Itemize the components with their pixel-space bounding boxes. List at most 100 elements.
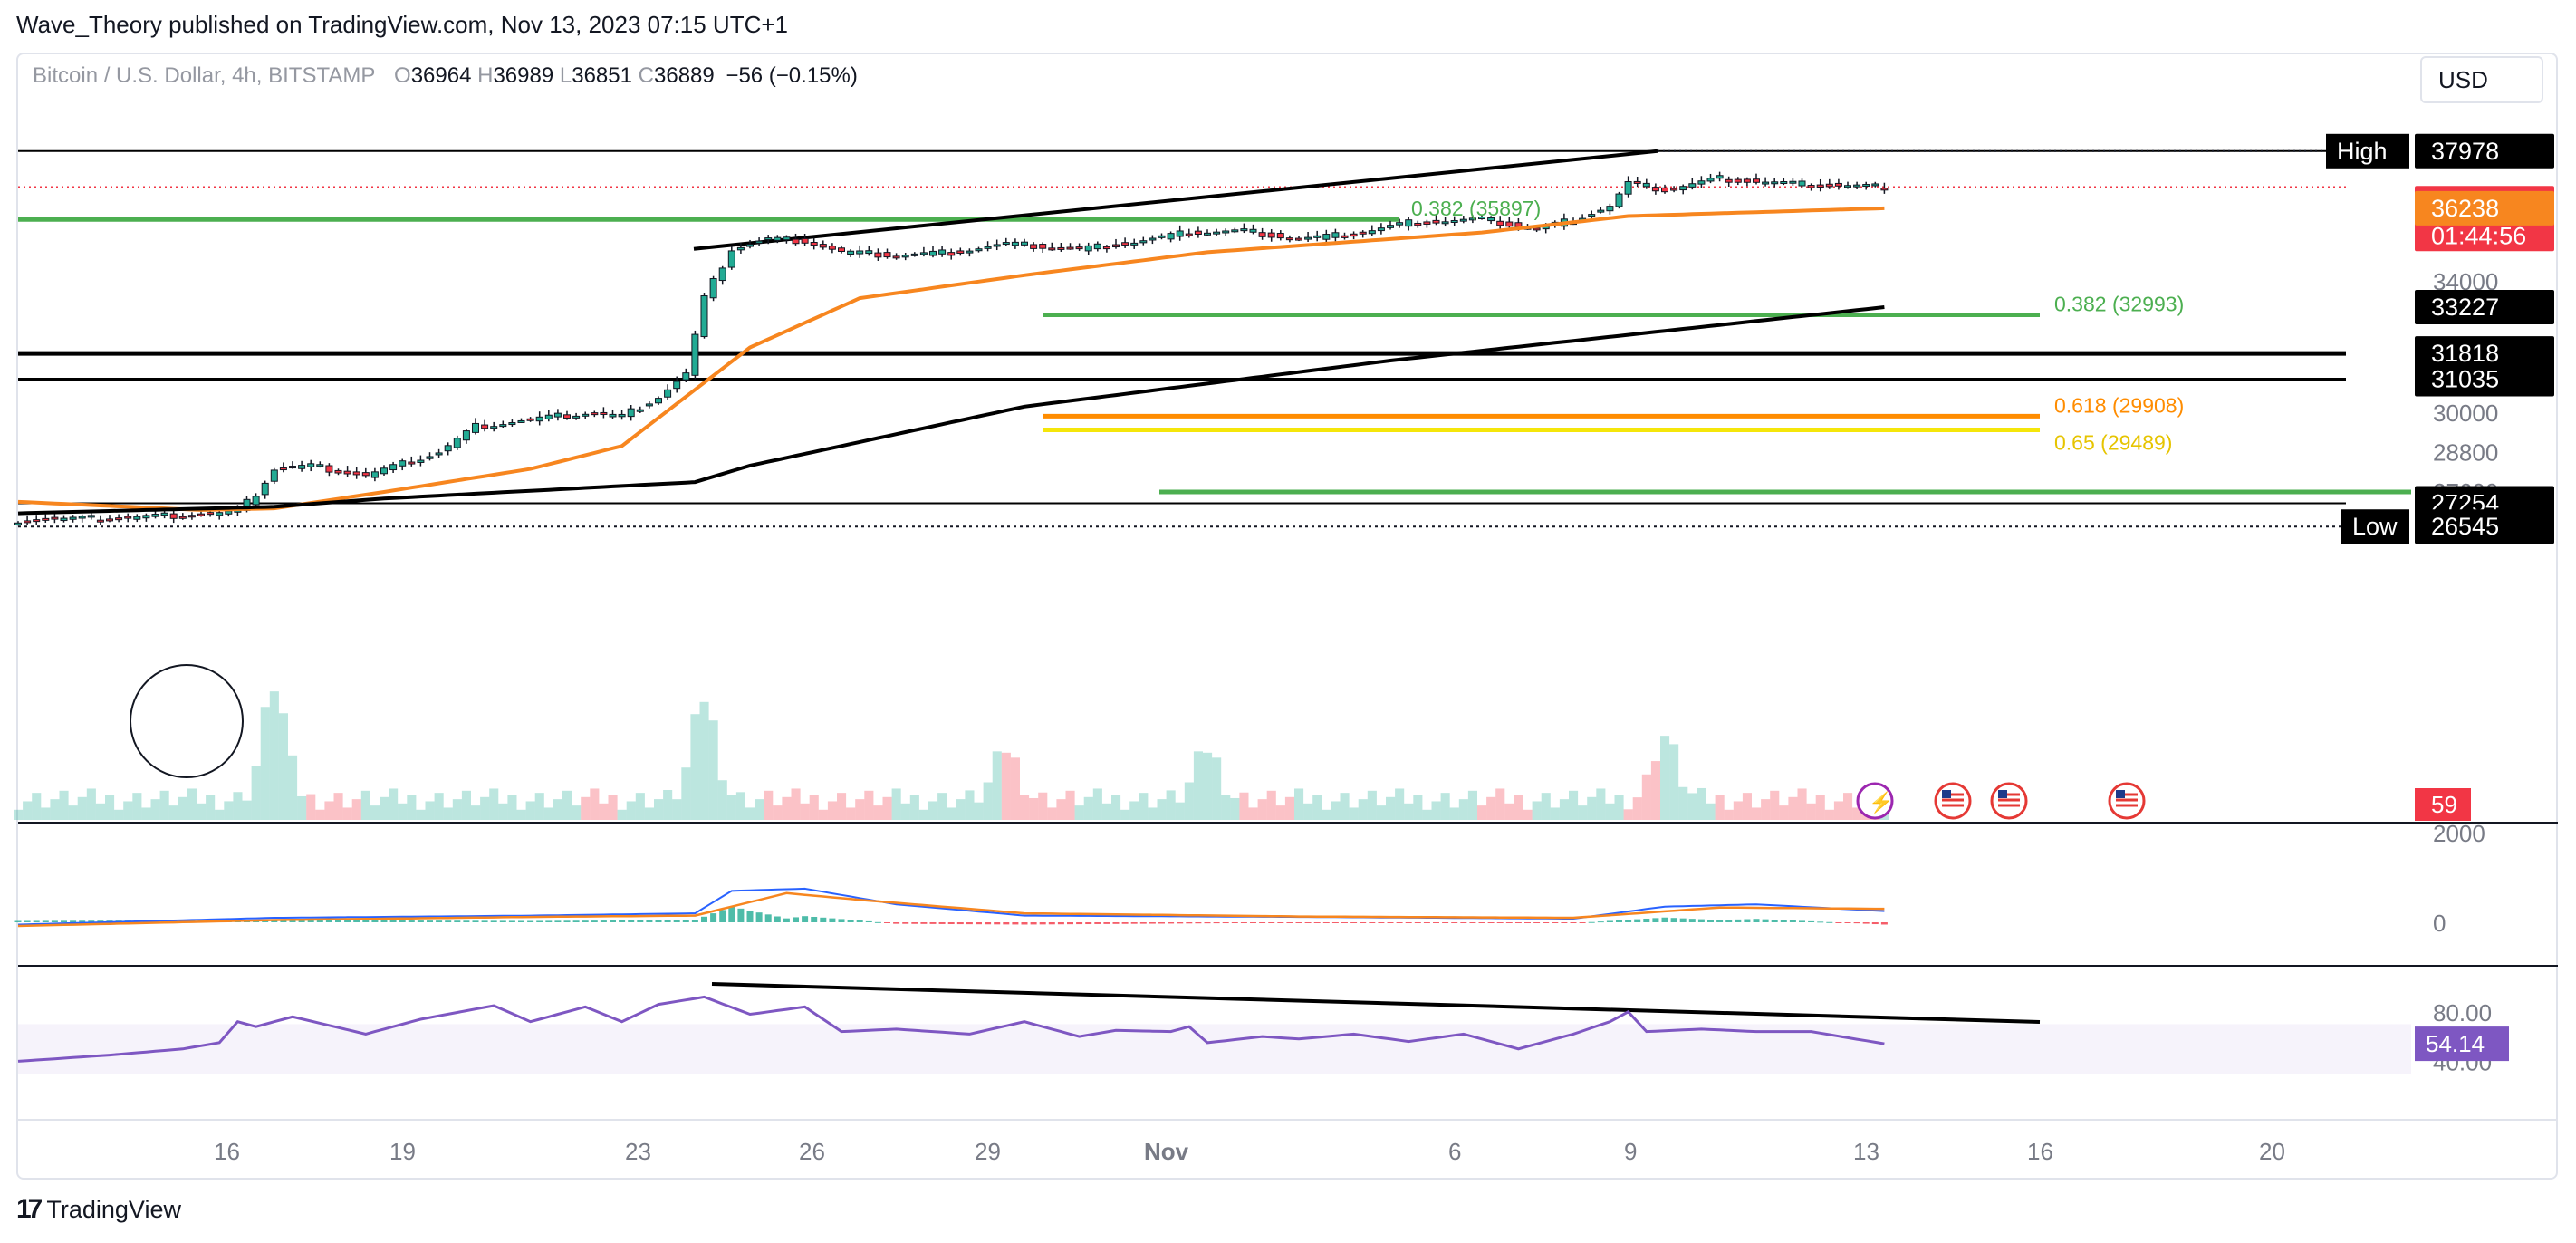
macd-histogram-bar: [1304, 922, 1312, 923]
volume-bar: [1440, 793, 1450, 820]
macd-axis-tick: 0: [2433, 910, 2446, 937]
footer-brand: 17 TradingView: [16, 1194, 181, 1225]
candle-body: [1048, 247, 1056, 251]
volume-bar: [434, 793, 444, 820]
candle-body: [207, 512, 215, 516]
volume-bar: [1532, 801, 1542, 820]
symbol-name: Bitcoin / U.S. Dollar, 4h, BITSTAMP: [33, 63, 376, 88]
candle-body: [1368, 230, 1376, 235]
volume-bar: [95, 803, 105, 820]
candle-body: [1651, 187, 1659, 192]
volume-bar: [745, 807, 755, 820]
volume-bar: [380, 796, 389, 820]
volume-bar: [306, 794, 316, 820]
candle-body: [1432, 219, 1440, 224]
macd-histogram-bar: [1250, 922, 1256, 923]
volume-bar: [1340, 793, 1350, 820]
candle-body: [1716, 175, 1724, 179]
candle-body: [14, 522, 22, 525]
volume-bar: [1761, 799, 1771, 820]
candle-body: [1670, 188, 1678, 191]
macd-histogram-bar: [755, 912, 763, 922]
candle-body: [1679, 186, 1687, 191]
macd-histogram-bar: [783, 918, 790, 922]
volume-bar: [1129, 801, 1139, 820]
volume-bar: [507, 795, 517, 820]
macd-histogram-bar: [1369, 922, 1376, 923]
volume-bar: [342, 807, 352, 820]
macd-histogram-bar: [1862, 922, 1870, 924]
candle-body: [1725, 178, 1733, 183]
macd-histogram-bar: [1433, 922, 1439, 923]
candle-body: [334, 469, 342, 474]
candle-body: [216, 512, 224, 516]
fib-label: 0.65 (29489): [2054, 431, 2172, 455]
macd-histogram-bar: [710, 913, 717, 922]
candle-body: [289, 466, 296, 469]
volume-bar: [452, 799, 462, 820]
macd-histogram-bar: [691, 920, 698, 922]
candle-body: [517, 419, 525, 423]
high-value: 36989: [493, 63, 554, 88]
volume-bar: [1650, 761, 1660, 820]
time-axis-tick: 16: [2027, 1138, 2053, 1165]
macd-histogram-bar: [1259, 922, 1266, 923]
candle-body: [1112, 244, 1120, 248]
low-value: 36851: [572, 63, 632, 88]
volume-bar: [168, 805, 178, 820]
candle-body: [1158, 235, 1166, 238]
volume-bar: [269, 691, 279, 820]
volume-bar: [928, 801, 938, 820]
macd-histogram-bar: [1707, 920, 1714, 922]
volume-bar: [1303, 803, 1313, 820]
macd-histogram-bar: [1543, 922, 1550, 923]
fib-label: 0.618 (29908): [2054, 393, 2184, 417]
candle-body: [1139, 240, 1148, 244]
candle-body: [1478, 217, 1485, 220]
volume-bar: [516, 809, 526, 820]
candle-body: [106, 518, 113, 522]
volume-bar: [581, 796, 591, 820]
volume-bar: [360, 790, 370, 820]
volume-bar: [315, 809, 325, 820]
candle-body: [1002, 242, 1010, 246]
macd-histogram-bar: [902, 922, 909, 924]
candle-body: [508, 422, 516, 426]
macd-histogram-bar: [1414, 922, 1421, 923]
volume-bar: [644, 807, 654, 820]
macd-histogram-bar: [829, 918, 836, 922]
candle-body: [1057, 246, 1065, 250]
macd-histogram-bar: [572, 920, 580, 922]
volume-bar: [1724, 809, 1734, 820]
macd-histogram-bar: [1661, 917, 1668, 922]
volume-bar: [1166, 790, 1176, 820]
candle-body: [1505, 221, 1514, 227]
macd-histogram-bar: [79, 920, 86, 922]
volume-bar: [1294, 788, 1304, 820]
macd-histogram-bar: [1744, 919, 1751, 922]
rsi-line: [17, 995, 1885, 1063]
macd-histogram-bar: [619, 920, 626, 922]
candle-body: [1222, 230, 1230, 234]
volume-bar: [1752, 807, 1762, 820]
macd-histogram-bar: [1606, 920, 1613, 922]
candle-body: [307, 463, 315, 467]
candle-body: [298, 465, 306, 469]
volume-bar: [983, 782, 993, 820]
macd-histogram-bar: [1396, 922, 1403, 923]
volume-bar: [562, 790, 572, 820]
macd-histogram-bar: [793, 917, 799, 922]
candle-body: [956, 250, 965, 254]
candle-body: [1341, 235, 1349, 238]
candle-body: [197, 513, 205, 516]
currency-selector[interactable]: USD: [2420, 56, 2543, 103]
volume-bar: [498, 803, 508, 820]
macd-histogram-bar: [1350, 922, 1358, 923]
price-axis-label: [2415, 509, 2554, 544]
macd-histogram-bar: [582, 920, 589, 922]
macd-histogram-bar: [271, 920, 278, 922]
candle-body: [1313, 235, 1322, 238]
volume-badge: [2415, 788, 2471, 821]
candle-body: [87, 515, 95, 518]
